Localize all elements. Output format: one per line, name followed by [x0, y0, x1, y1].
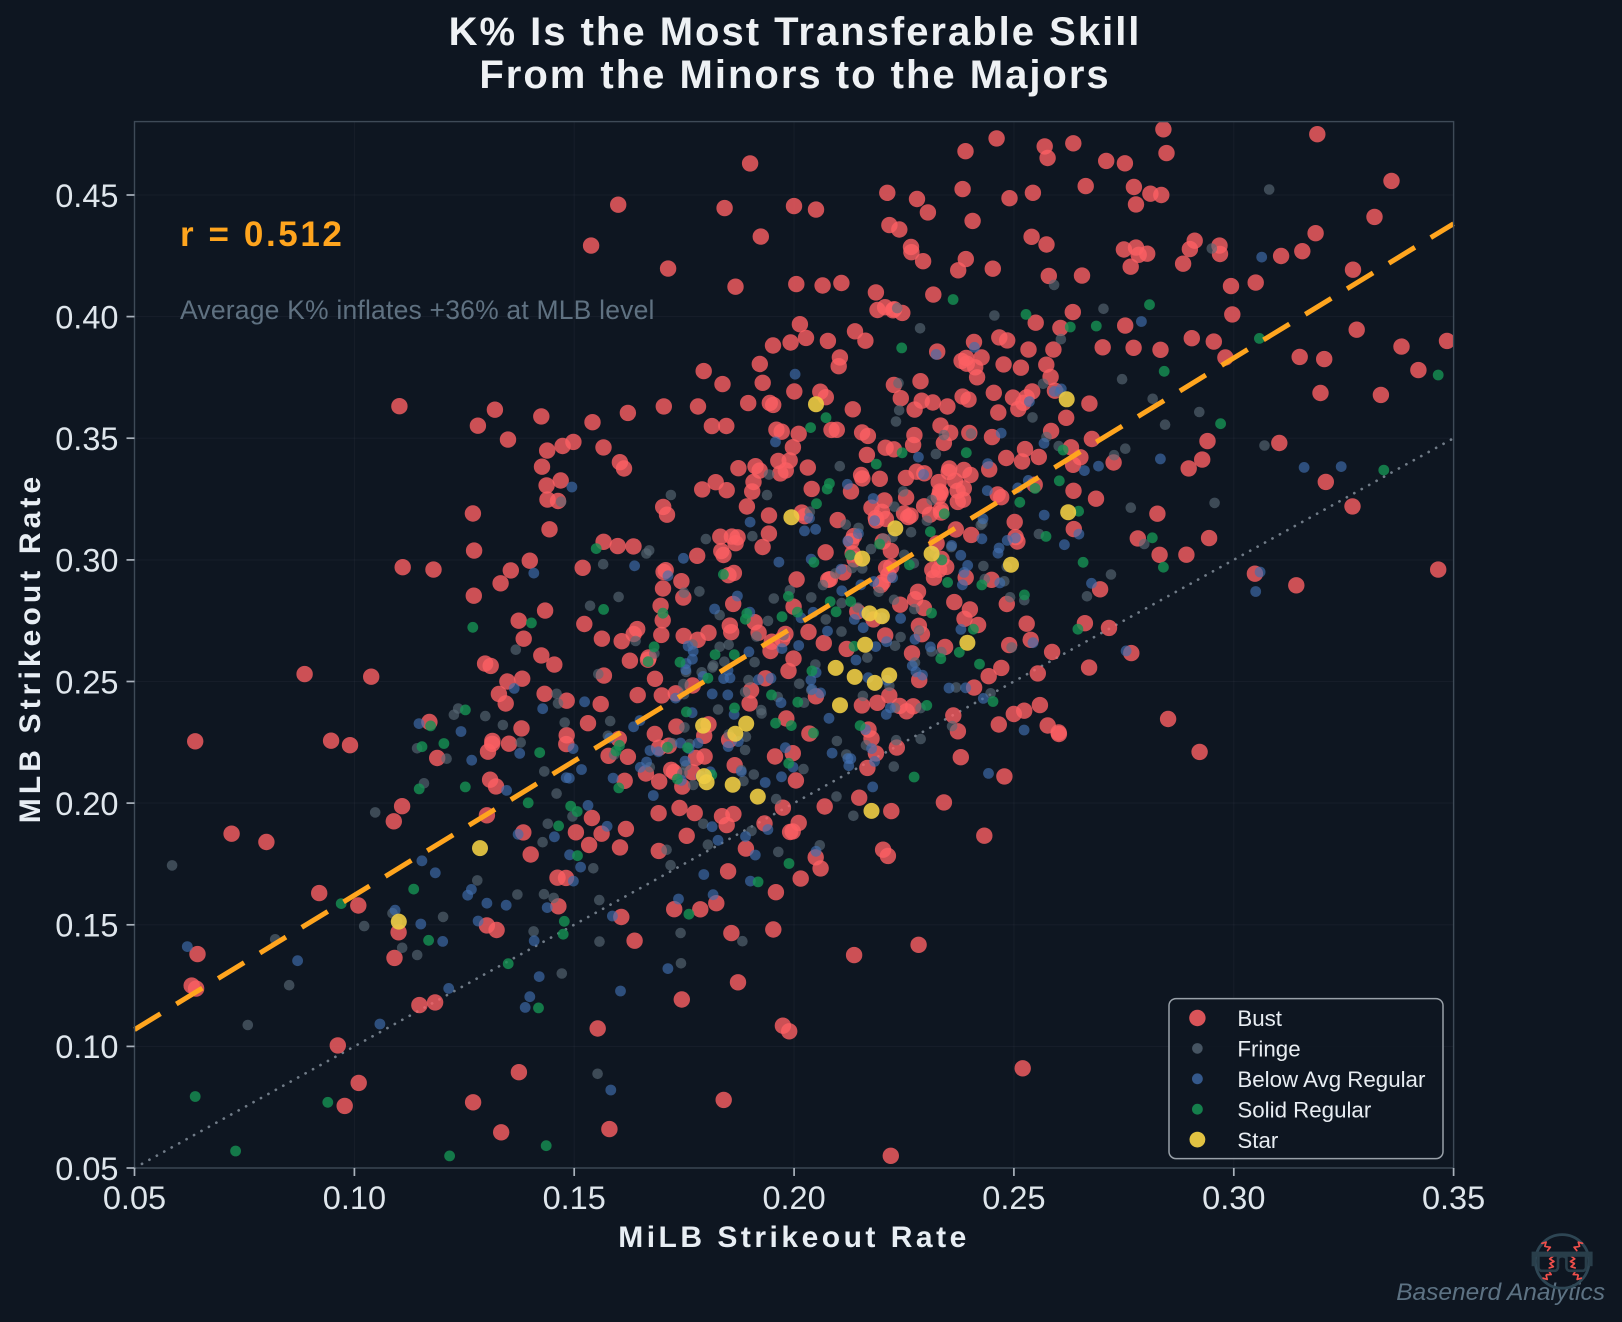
svg-text:0.10: 0.10	[323, 1180, 386, 1216]
svg-text:0.20: 0.20	[762, 1180, 825, 1216]
svg-text:0.10: 0.10	[55, 1029, 118, 1065]
svg-text:Bust: Bust	[1237, 1006, 1282, 1031]
svg-text:Solid Regular: Solid Regular	[1237, 1097, 1371, 1122]
svg-text:K% Is the Most Transferable Sk: K% Is the Most Transferable Skill	[449, 10, 1142, 54]
svg-text:0.05: 0.05	[103, 1180, 166, 1216]
svg-text:0.05: 0.05	[55, 1151, 118, 1187]
svg-text:MLB Strikeout Rate: MLB Strikeout Rate	[14, 473, 47, 824]
svg-text:0.25: 0.25	[55, 664, 118, 700]
svg-text:0.15: 0.15	[55, 908, 118, 944]
svg-text:0.35: 0.35	[55, 421, 118, 457]
svg-text:r = 0.512: r = 0.512	[180, 215, 345, 254]
svg-text:0.30: 0.30	[1202, 1180, 1265, 1216]
svg-text:MiLB Strikeout Rate: MiLB Strikeout Rate	[618, 1221, 970, 1254]
svg-text:0.45: 0.45	[55, 178, 118, 214]
svg-text:Star: Star	[1237, 1128, 1278, 1153]
svg-text:Basenerd Analytics: Basenerd Analytics	[1396, 1279, 1605, 1306]
svg-text:Fringe: Fringe	[1237, 1037, 1300, 1062]
svg-text:From the Minors to the Majors: From the Minors to the Majors	[479, 53, 1110, 97]
svg-text:Below Avg Regular: Below Avg Regular	[1237, 1067, 1426, 1092]
svg-text:0.25: 0.25	[982, 1180, 1045, 1216]
svg-text:0.20: 0.20	[55, 786, 118, 822]
svg-text:Average K% inflates +36% at ML: Average K% inflates +36% at MLB level	[180, 295, 655, 325]
svg-text:0.30: 0.30	[55, 543, 118, 579]
svg-text:0.40: 0.40	[55, 299, 118, 335]
svg-text:0.35: 0.35	[1422, 1180, 1485, 1216]
svg-text:0.15: 0.15	[543, 1180, 606, 1216]
